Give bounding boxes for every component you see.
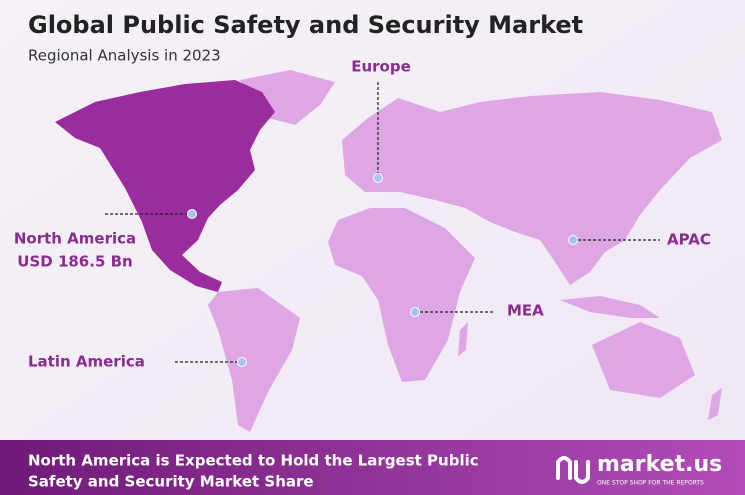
region-label: Latin America [28, 353, 145, 371]
region-label: APAC [667, 231, 711, 249]
new-zealand [708, 388, 722, 420]
logo-name: market.us [597, 452, 722, 477]
africa [328, 208, 475, 382]
logo-tagline: ONE STOP SHOP FOR THE REPORTS [597, 480, 704, 487]
subtitle: Regional Analysis in 2023 [28, 47, 221, 65]
region-label: MEA [507, 302, 544, 320]
logo-icon [556, 456, 590, 484]
footer-band [0, 440, 745, 495]
eurasia [342, 92, 722, 285]
footer-line: North America is Expected to Hold the La… [28, 452, 479, 470]
na-dot [187, 209, 197, 219]
region-label: Europe [351, 58, 411, 76]
europe-dot [373, 173, 383, 183]
apac-dot [568, 235, 578, 245]
north-america [55, 80, 275, 292]
world-map [55, 70, 722, 432]
latin-america [208, 288, 300, 432]
latam-dot [237, 357, 247, 367]
region-label: North America [14, 230, 136, 248]
footer-line: Safety and Security Market Share [28, 473, 314, 491]
region-value: USD 186.5 Bn [17, 253, 132, 271]
title: Global Public Safety and Security Market [28, 11, 583, 39]
madagascar [458, 322, 468, 356]
australia [592, 322, 695, 398]
callouts [105, 82, 660, 367]
indonesia [560, 296, 660, 318]
mea-dot [410, 307, 420, 317]
